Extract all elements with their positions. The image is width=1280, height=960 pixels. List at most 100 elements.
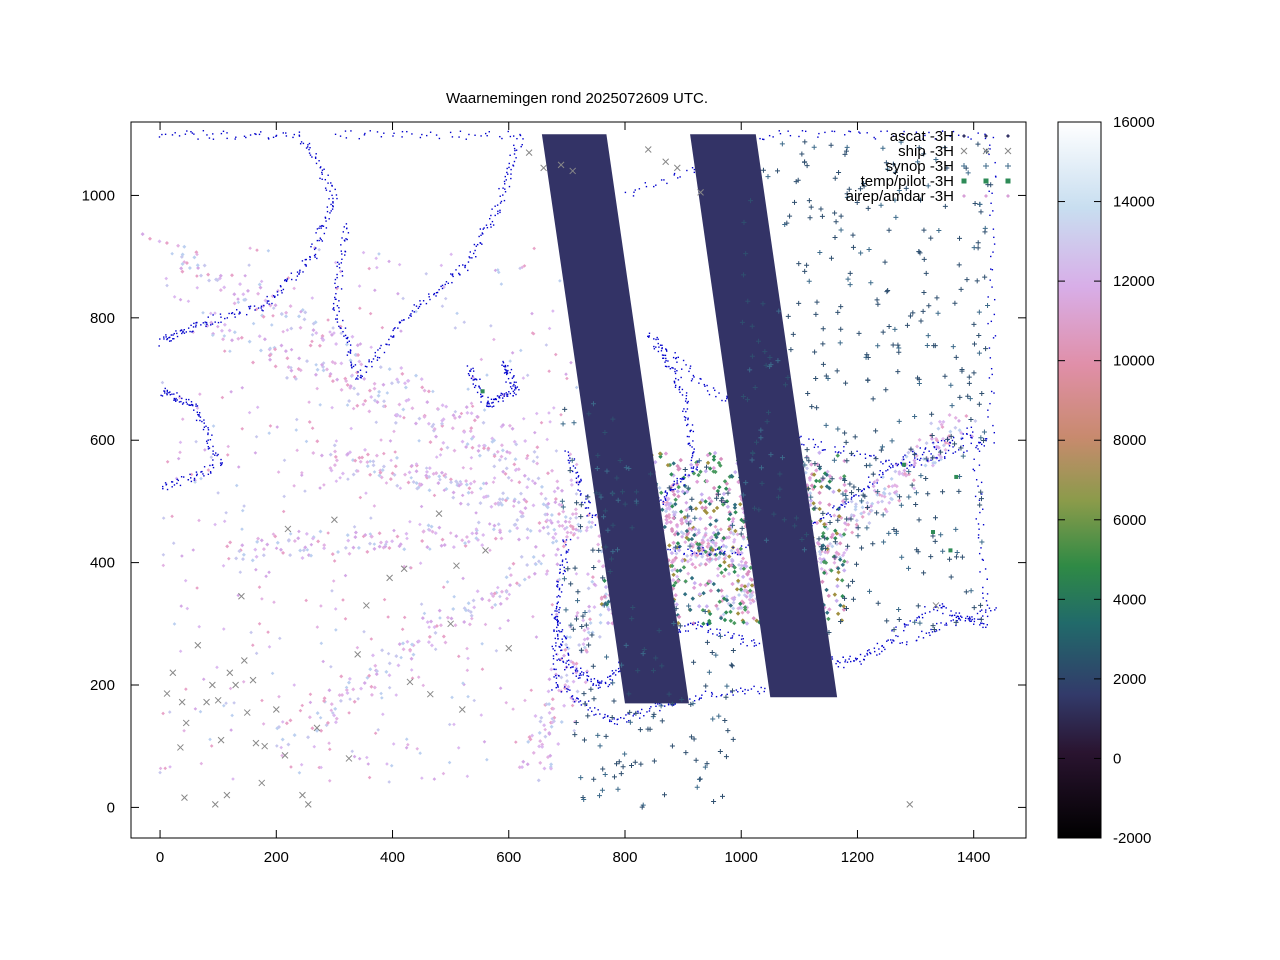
airep-mark xyxy=(598,620,603,625)
airep-mark xyxy=(338,475,342,480)
coastline-dot xyxy=(686,402,689,404)
airep-mark xyxy=(835,453,840,458)
airep-mark xyxy=(469,436,474,441)
coastline-dot xyxy=(394,327,396,329)
airep-mark xyxy=(487,522,492,526)
airep-mark xyxy=(535,455,540,459)
coastline-dot xyxy=(503,393,506,395)
airep-mark xyxy=(373,663,378,668)
airep-mark xyxy=(272,600,276,605)
coastline-dot xyxy=(822,449,825,451)
airep-mark xyxy=(500,497,505,502)
airep-mark xyxy=(808,498,814,503)
synop-mark xyxy=(765,409,771,415)
coastline-dot xyxy=(505,381,507,383)
coastline-dot xyxy=(340,262,343,264)
coastline-dot xyxy=(742,641,744,643)
coastline-dot xyxy=(887,639,889,641)
airep-mark xyxy=(357,455,362,460)
airep-mark xyxy=(461,576,465,581)
airep-mark xyxy=(229,728,233,732)
coastline-dot xyxy=(485,132,487,135)
airep-mark xyxy=(365,755,369,760)
coastline-dot xyxy=(693,171,696,174)
coastline-dot xyxy=(189,404,192,406)
airep-mark xyxy=(532,430,537,435)
coastline-dot xyxy=(873,454,875,457)
coastline-dot xyxy=(505,392,507,394)
airep-mark xyxy=(327,741,331,746)
coastline-dot xyxy=(512,164,514,166)
airep-mark xyxy=(477,443,482,448)
airep-mark xyxy=(585,572,590,577)
coastline-dot xyxy=(298,134,301,136)
airep-mark xyxy=(564,673,569,678)
coastline-dot xyxy=(846,661,849,663)
coastline-dot xyxy=(180,400,182,403)
coastline-dot xyxy=(972,468,974,471)
coastline-dot xyxy=(332,205,334,208)
coastline-dot xyxy=(559,571,561,574)
airep-mark xyxy=(749,577,755,583)
airep-mark xyxy=(216,491,220,495)
coastline-dot xyxy=(741,635,743,637)
airep-mark xyxy=(739,583,744,588)
airep-mark xyxy=(265,542,270,547)
coastline-dot xyxy=(511,387,513,390)
airep-mark xyxy=(418,561,423,566)
airep-mark xyxy=(732,620,737,626)
coastline-dot xyxy=(604,713,606,716)
airep-mark xyxy=(329,702,334,707)
coastline-dot xyxy=(176,335,179,338)
coastline-dot xyxy=(663,179,665,181)
coastline-dot xyxy=(487,405,489,408)
coastline-dot xyxy=(342,319,344,322)
coastline-dot xyxy=(560,649,562,652)
coastline-dot xyxy=(195,419,198,422)
coastline-dot xyxy=(258,133,261,136)
airep-mark xyxy=(197,624,202,629)
airep-mark xyxy=(251,360,256,365)
airep-mark xyxy=(835,577,840,582)
coastline-dot xyxy=(176,482,178,485)
airep-mark xyxy=(531,503,536,508)
airep-mark xyxy=(827,502,832,507)
airep-mark xyxy=(310,332,315,337)
airep-mark xyxy=(673,555,679,561)
coastline-dot xyxy=(813,521,816,524)
airep-mark xyxy=(267,431,271,435)
airep-mark xyxy=(409,656,414,661)
coastline-dot xyxy=(496,395,499,397)
airep-mark xyxy=(182,728,186,733)
airep-mark xyxy=(453,623,458,628)
coastline-dot xyxy=(485,224,488,226)
airep-mark xyxy=(458,501,463,506)
coastline-dot xyxy=(513,153,516,155)
synop-mark xyxy=(982,274,988,280)
coastline-dot xyxy=(280,289,283,292)
airep-mark xyxy=(170,251,174,256)
airep-mark xyxy=(262,337,267,342)
coastline-dot xyxy=(963,451,965,454)
coastline-dot xyxy=(215,452,217,454)
airep-mark xyxy=(386,615,390,619)
coastline-dot xyxy=(366,366,368,368)
coastline-dot xyxy=(672,488,675,491)
coastline-dot xyxy=(480,393,482,396)
coastline-dot xyxy=(639,717,641,719)
coastline-dot xyxy=(161,395,164,397)
airep-mark xyxy=(807,475,813,481)
coastline-dot xyxy=(556,596,558,598)
coastline-dot xyxy=(966,615,969,618)
airep-mark xyxy=(716,460,722,466)
coastline-dot xyxy=(497,212,499,215)
coastline-dot xyxy=(175,400,177,402)
airep-mark xyxy=(279,745,284,750)
coastline-dot xyxy=(603,716,606,718)
airep-mark xyxy=(394,412,399,417)
coastline-dot xyxy=(969,620,971,623)
airep-mark xyxy=(716,566,721,571)
airep-mark xyxy=(836,488,842,493)
airep-mark xyxy=(248,246,252,251)
coastline-dot xyxy=(900,462,902,465)
